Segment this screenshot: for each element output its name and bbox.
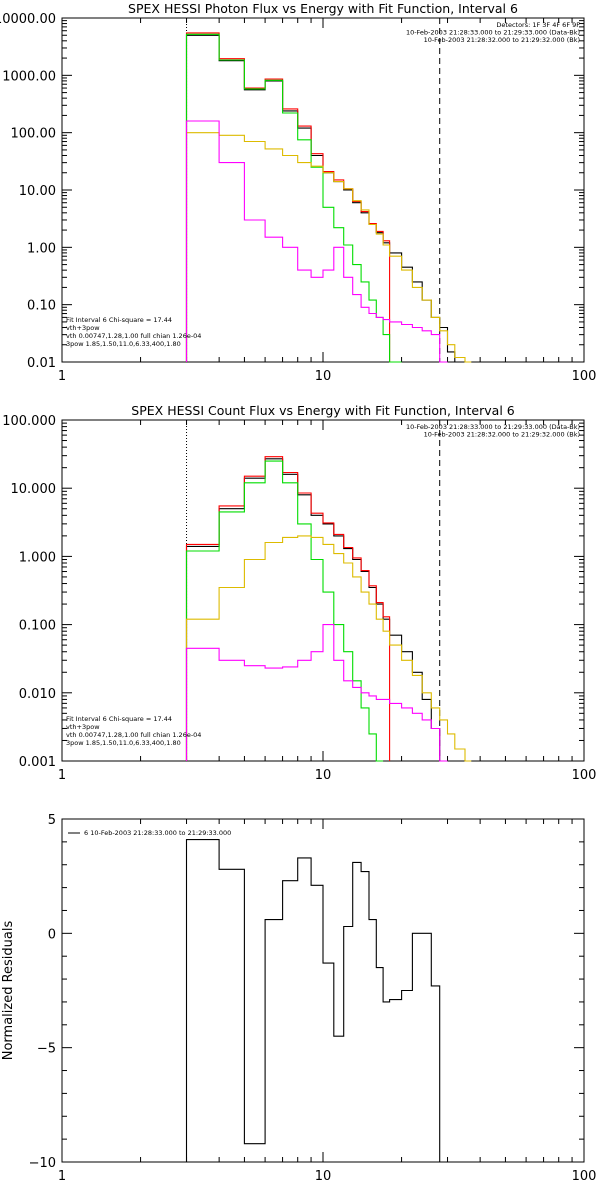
y-tick-label: 100.00 <box>11 127 57 142</box>
residuals-panel: 1 10 100 −10 −5 0 5 Normalized Residuals 6 10-Fe… <box>1 813 596 1184</box>
y-tick-label: 1000.00 <box>2 69 56 84</box>
legend-label: 6 10-Feb-2003 21:28:33.000 to 21:29:33.0… <box>84 829 231 837</box>
x-tick-label: 100 <box>572 1169 597 1184</box>
y-tick-label: 0.100 <box>19 619 56 634</box>
plot-frame <box>61 818 585 1163</box>
fit-line: 3pow 1.85,1.50,11.0,6.33,400,1.80 <box>66 739 181 747</box>
x-tick-label: 1 <box>58 768 66 783</box>
photon-flux-panel: SPEX HESSI Photon Flux vs Energy with Fi… <box>0 1 596 384</box>
y-tick-label: 10000.00 <box>0 12 56 27</box>
series-line-0 <box>185 839 441 1162</box>
y-tick-label: 0.10 <box>27 299 56 314</box>
series-line-1 <box>185 456 391 761</box>
y-tick-label: −10 <box>29 1156 56 1171</box>
x-tick-label: 100 <box>572 369 597 384</box>
series-line-1 <box>185 32 391 362</box>
header-line: 10-Feb-2003 21:28:33.000 to 21:29:33.000… <box>406 423 580 431</box>
series-line-0 <box>185 458 441 761</box>
y-tick-label: 1.000 <box>19 550 56 565</box>
x-tick-label: 100 <box>572 768 597 783</box>
series-line-3 <box>185 535 472 762</box>
header-line: 10-Feb-2003 21:28:33.000 to 21:29:33.000… <box>406 29 580 37</box>
y-tick-label: 0.01 <box>27 356 56 371</box>
y-tick-label: 1.00 <box>27 241 56 256</box>
fit-line: Fit Interval 6 Chi-square = 17.44 <box>66 316 172 324</box>
y-tick-label: 0.001 <box>19 755 56 770</box>
y-axis-label: Normalized Residuals <box>1 921 16 1061</box>
fit-line: vth 0.00747,1.28,1.00 full chian 1.26e-0… <box>66 332 201 340</box>
header-line: Detectors: 1F 3F 4F 6F 9F <box>496 21 580 29</box>
y-tick-label: −5 <box>37 1042 56 1057</box>
y-tick-label: 0.010 <box>19 687 56 702</box>
series-line-0 <box>185 34 456 362</box>
x-tick-label: 1 <box>58 1169 66 1184</box>
chart-title: SPEX HESSI Count Flux vs Energy with Fit… <box>131 403 514 418</box>
count-flux-panel: SPEX HESSI Count Flux vs Energy with Fit… <box>2 403 596 783</box>
y-tick-label: 5 <box>48 813 56 828</box>
fit-line: 3pow 1.85,1.50,11.0,6.33,400,1.80 <box>66 340 181 348</box>
x-tick-label: 10 <box>315 1169 332 1184</box>
series-line-2 <box>185 460 384 762</box>
x-tick-label: 1 <box>58 369 66 384</box>
series-line-4 <box>185 120 448 363</box>
fit-line: vth+3pow <box>66 723 100 731</box>
header-line: 10-Feb-2003 21:28:32.000 to 21:29:32.000… <box>424 431 580 439</box>
y-tick-label: 0 <box>48 927 56 942</box>
fit-line: Fit Interval 6 Chi-square = 17.44 <box>66 715 172 723</box>
y-tick-label: 10.000 <box>11 482 57 497</box>
y-tick-label: 10.00 <box>19 184 56 199</box>
series-line-3 <box>185 132 472 363</box>
fit-line: vth 0.00747,1.28,1.00 full chian 1.26e-0… <box>66 731 201 739</box>
x-tick-label: 10 <box>315 768 332 783</box>
header-line: 10-Feb-2003 21:28:32.000 to 21:29:32.000… <box>424 36 580 44</box>
y-tick-label: 100.000 <box>2 414 56 429</box>
series-line-4 <box>185 624 448 762</box>
series-line-2 <box>185 33 402 363</box>
chart-title: SPEX HESSI Photon Flux vs Energy with Fi… <box>128 1 518 16</box>
x-tick-label: 10 <box>315 369 332 384</box>
fit-line: vth+3pow <box>66 324 100 332</box>
